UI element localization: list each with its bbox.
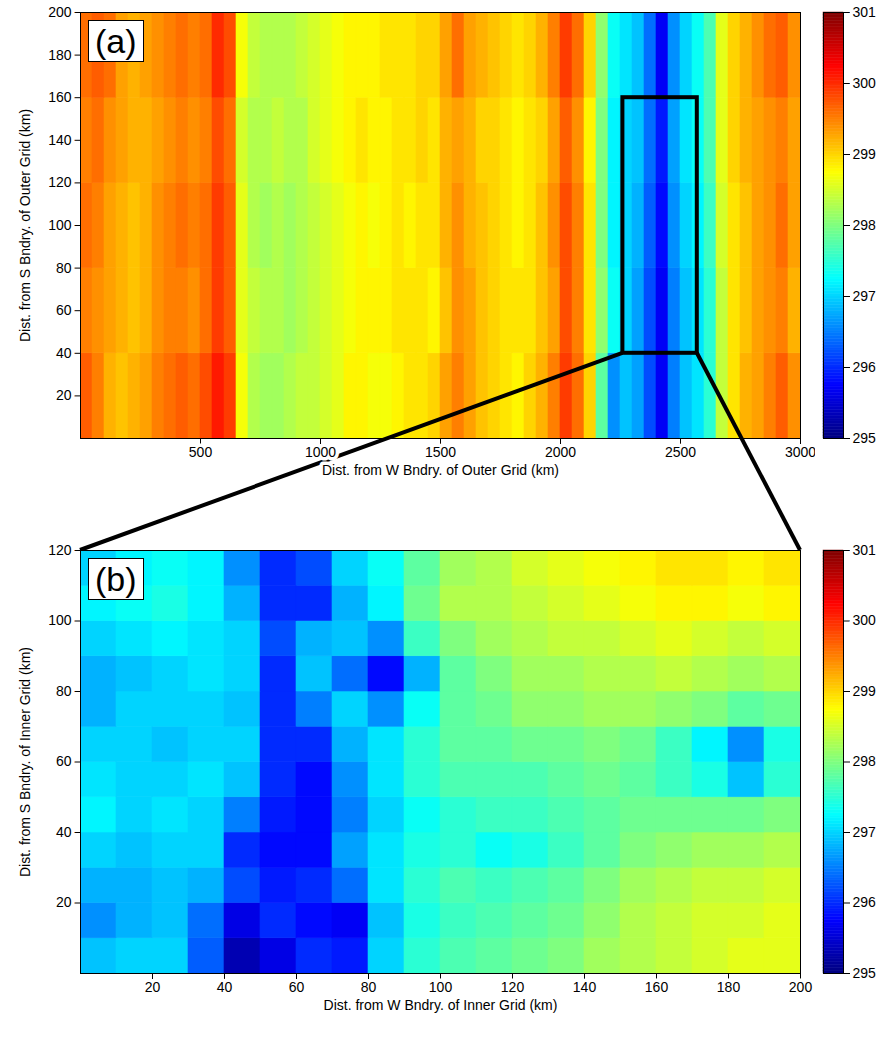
html-text:(b): (b) (95, 560, 137, 598)
svg-text:160: 160 (645, 979, 669, 995)
svg-text:20: 20 (56, 894, 72, 910)
svg-text:60: 60 (289, 979, 305, 995)
svg-text:80: 80 (56, 683, 72, 699)
svg-text:Dist. from W Bndry. of Inner G: Dist. from W Bndry. of Inner Grid (km) (324, 997, 558, 1013)
svg-text:297: 297 (853, 288, 877, 304)
svg-text:295: 295 (853, 965, 877, 981)
svg-text:100: 100 (48, 612, 72, 628)
svg-text:120: 120 (501, 979, 525, 995)
svg-text:299: 299 (853, 683, 877, 699)
svg-text:80: 80 (361, 979, 377, 995)
svg-text:180: 180 (48, 47, 72, 63)
svg-text:1500: 1500 (425, 444, 456, 460)
svg-text:298: 298 (853, 217, 877, 233)
svg-text:296: 296 (853, 359, 877, 375)
svg-text:60: 60 (56, 302, 72, 318)
html-text:(a): (a) (95, 22, 137, 60)
svg-text:301: 301 (853, 542, 877, 558)
svg-text:298: 298 (853, 753, 877, 769)
svg-text:40: 40 (217, 979, 233, 995)
svg-text:120: 120 (48, 542, 72, 558)
svg-text:80: 80 (56, 260, 72, 276)
svg-text:296: 296 (853, 894, 877, 910)
svg-text:500: 500 (189, 444, 213, 460)
svg-text:20: 20 (145, 979, 161, 995)
svg-text:180: 180 (717, 979, 741, 995)
svg-text:120: 120 (48, 174, 72, 190)
svg-text:100: 100 (48, 217, 72, 233)
svg-text:140: 140 (573, 979, 597, 995)
svg-text:40: 40 (56, 345, 72, 361)
svg-text:Dist. from S Bndry. of Inner G: Dist. from S Bndry. of Inner Grid (km) (17, 647, 33, 877)
svg-text:200: 200 (789, 979, 813, 995)
svg-text:100: 100 (429, 979, 453, 995)
svg-text:1000: 1000 (305, 444, 336, 460)
svg-text:140: 140 (48, 132, 72, 148)
svg-text:40: 40 (56, 824, 72, 840)
svg-text:Dist. from S Bndry. of Outer G: Dist. from S Bndry. of Outer Grid (km) (17, 109, 33, 342)
svg-text:300: 300 (853, 612, 877, 628)
svg-text:299: 299 (853, 146, 877, 162)
svg-text:Dist. from W Bndry. of Outer G: Dist. from W Bndry. of Outer Grid (km) (322, 462, 559, 478)
svg-text:295: 295 (853, 430, 877, 446)
svg-text:2000: 2000 (545, 444, 576, 460)
svg-text:300: 300 (853, 75, 877, 91)
svg-text:3000: 3000 (785, 444, 815, 460)
svg-text:60: 60 (56, 753, 72, 769)
svg-text:2500: 2500 (665, 444, 696, 460)
svg-text:160: 160 (48, 89, 72, 105)
svg-text:297: 297 (853, 824, 877, 840)
svg-text:20: 20 (56, 387, 72, 403)
svg-text:200: 200 (48, 4, 72, 20)
svg-text:301: 301 (853, 4, 877, 20)
